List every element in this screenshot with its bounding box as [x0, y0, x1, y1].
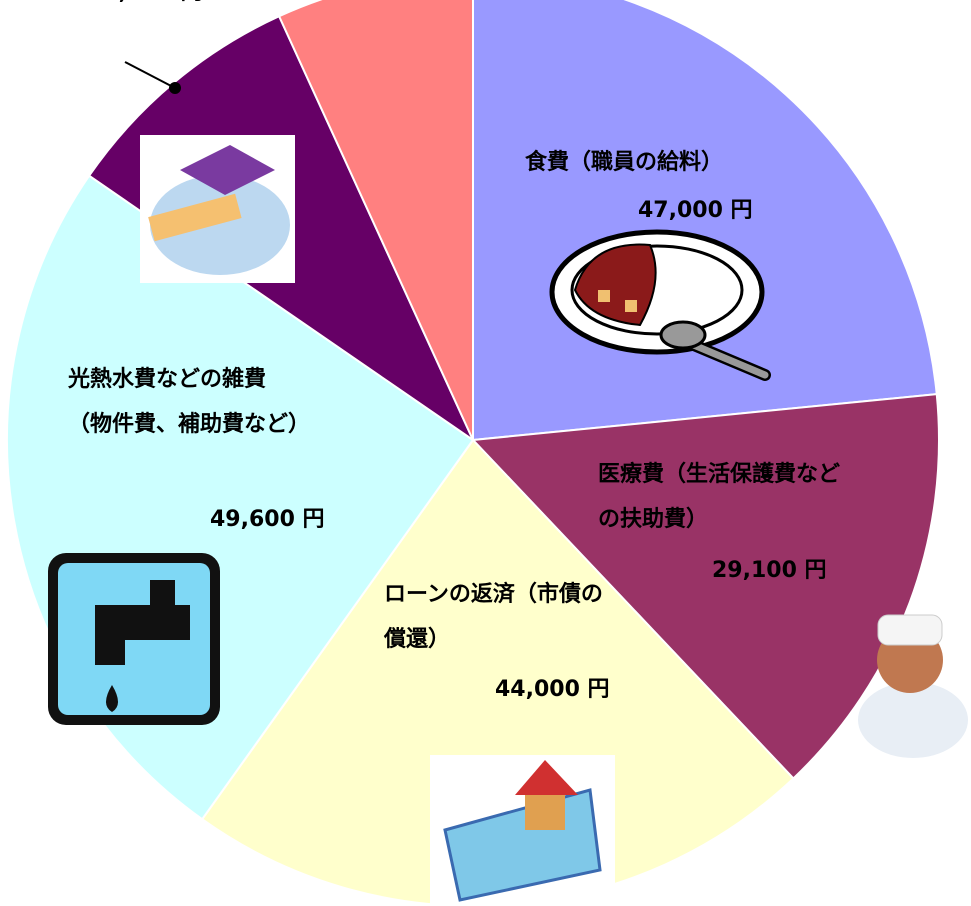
value-label: 49,600 円	[210, 507, 325, 532]
value-label: 44,000 円	[495, 677, 610, 702]
icons	[48, 61, 968, 906]
pie-slice	[277, 0, 474, 441]
value-label: 29,100 円	[712, 558, 827, 583]
value-label: 47,000 円	[638, 198, 753, 223]
category-label: 医療費（生活保護費などの扶助費）	[598, 462, 841, 532]
category-label: 食費（職員の給料）	[525, 150, 724, 175]
category-label: 光熱水費などの雑費（物件費、補助費など）	[68, 367, 311, 437]
value-label: 17,200 円	[88, 0, 203, 15]
pie-slice	[470, 393, 940, 780]
category-label: ローンの返済（市債の償還）	[384, 582, 603, 652]
